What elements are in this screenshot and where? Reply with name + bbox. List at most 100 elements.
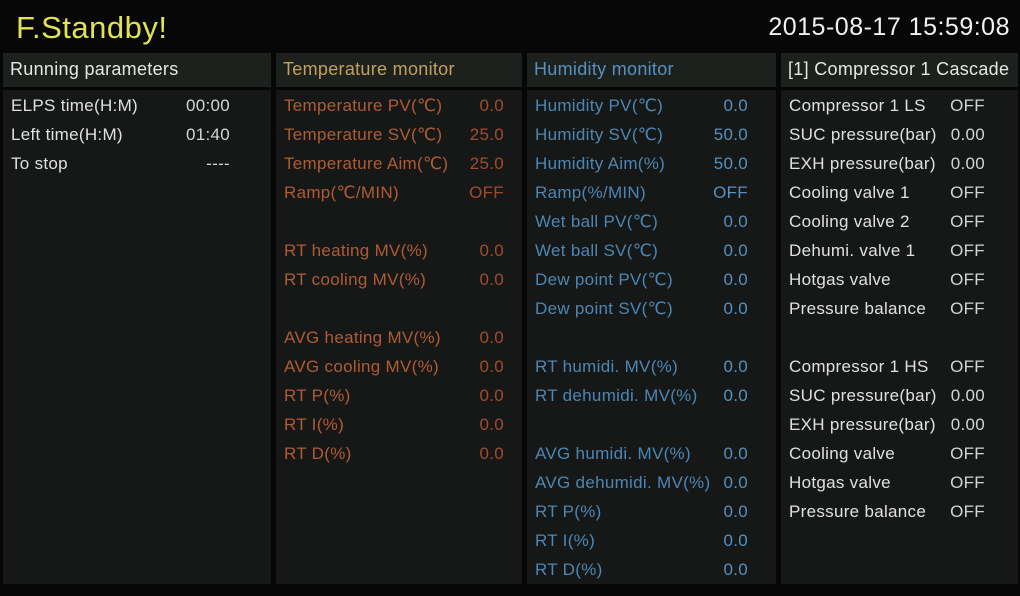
row-label: AVG cooling MV(%)	[284, 356, 439, 376]
monitor-row: Temperature SV(℃) 25.0	[276, 120, 522, 149]
row-value: OFF	[469, 182, 504, 202]
row-value: 0.0	[479, 327, 504, 347]
monitor-row: Ramp(℃/MIN) OFF	[276, 178, 522, 207]
row-label: Cooling valve 1	[789, 182, 910, 202]
row-value: 25.0	[469, 124, 504, 144]
monitor-row: Cooling valve 1 OFF	[781, 178, 1018, 207]
monitor-row: Compressor 1 LS OFF	[781, 91, 1018, 120]
monitor-row: To stop ----	[3, 149, 271, 178]
row-value: OFF	[950, 472, 985, 492]
row-label: Cooling valve 2	[789, 211, 910, 231]
row-value: 25.0	[469, 153, 504, 173]
row-value: ----	[206, 153, 230, 173]
panel-body: Temperature PV(℃) 0.0 Temperature SV(℃) …	[276, 90, 522, 584]
monitor-row: RT dehumidi. MV(%) 0.0	[527, 381, 776, 410]
row-value: 0.0	[723, 95, 748, 115]
row-label: Temperature SV(℃)	[284, 124, 443, 144]
row-label: EXH pressure(bar)	[789, 414, 936, 434]
row-label: Humidity SV(℃)	[535, 124, 664, 144]
monitor-row: Dew point SV(℃) 0.0	[527, 294, 776, 323]
monitor-row: RT cooling MV(%) 0.0	[276, 265, 522, 294]
row-value: OFF	[950, 501, 985, 521]
row-value: 0.0	[479, 240, 504, 260]
row-label: SUC pressure(bar)	[789, 385, 937, 405]
monitor-row: Dehumi. valve 1 OFF	[781, 236, 1018, 265]
row-label: Pressure balance	[789, 501, 927, 521]
monitor-row: Temperature PV(℃) 0.0	[276, 91, 522, 120]
monitor-row: Wet ball PV(℃) 0.0	[527, 207, 776, 236]
row-value: 0.0	[723, 356, 748, 376]
row-label: Left time(H:M)	[11, 124, 123, 144]
row-value: 0.0	[723, 269, 748, 289]
row-label: Dew point SV(℃)	[535, 298, 673, 318]
monitor-row: RT heating MV(%) 0.0	[276, 236, 522, 265]
row-label: Compressor 1 LS	[789, 95, 926, 115]
row-value: 0.0	[723, 211, 748, 231]
monitor-row: AVG dehumidi. MV(%) 0.0	[527, 468, 776, 497]
monitor-row: SUC pressure(bar) 0.00	[781, 120, 1018, 149]
row-label: ELPS time(H:M)	[11, 95, 138, 115]
row-label: Hotgas valve	[789, 269, 891, 289]
row-label: RT D(%)	[284, 443, 352, 463]
monitor-row: Hotgas valve OFF	[781, 265, 1018, 294]
row-value: 0.0	[479, 414, 504, 434]
row-value: OFF	[950, 240, 985, 260]
row-value: 0.0	[479, 269, 504, 289]
row-value: 0.0	[479, 385, 504, 405]
row-label: RT I(%)	[535, 530, 596, 550]
panel-title: Running parameters	[3, 53, 271, 87]
row-label: AVG heating MV(%)	[284, 327, 441, 347]
row-value: 0.0	[723, 443, 748, 463]
row-label: Cooling valve	[789, 443, 895, 463]
monitor-row: Pressure balance OFF	[781, 497, 1018, 526]
monitor-row: EXH pressure(bar) 0.00	[781, 410, 1018, 439]
monitor-row: AVG heating MV(%) 0.0	[276, 323, 522, 352]
row-label: Pressure balance	[789, 298, 927, 318]
row-value: OFF	[950, 443, 985, 463]
row-label: RT I(%)	[284, 414, 345, 434]
row-value: 0.0	[723, 385, 748, 405]
monitor-row: RT P(%) 0.0	[527, 497, 776, 526]
monitor-row: Pressure balance OFF	[781, 294, 1018, 323]
monitor-row: Humidity SV(℃) 50.0	[527, 120, 776, 149]
row-value: 0.0	[723, 501, 748, 521]
row-value: OFF	[950, 182, 985, 202]
monitor-row: Humidity PV(℃) 0.0	[527, 91, 776, 120]
row-label: RT heating MV(%)	[284, 240, 429, 260]
row-label: Compressor 1 HS	[789, 356, 929, 376]
row-value: OFF	[950, 211, 985, 231]
row-value: 01:40	[185, 124, 230, 144]
monitor-row: Cooling valve OFF	[781, 439, 1018, 468]
row-value: 50.0	[713, 124, 748, 144]
row-label: RT P(%)	[284, 385, 351, 405]
monitor-row: Compressor 1 HS OFF	[781, 352, 1018, 381]
row-label: Dew point PV(℃)	[535, 269, 673, 289]
row-value: 0.0	[723, 530, 748, 550]
monitor-row: EXH pressure(bar) 0.00	[781, 149, 1018, 178]
panel-humidity-monitor: Humidity monitor Humidity PV(℃) 0.0 Humi…	[527, 53, 776, 584]
monitor-row: Dew point PV(℃) 0.0	[527, 265, 776, 294]
row-value: 0.0	[723, 298, 748, 318]
panel-temperature-monitor: Temperature monitor Temperature PV(℃) 0.…	[276, 53, 522, 584]
monitor-row: RT D(%) 0.0	[276, 439, 522, 468]
row-value: 0.0	[723, 559, 748, 579]
monitor-row: Ramp(%/MIN) OFF	[527, 178, 776, 207]
row-value: 0.00	[950, 385, 985, 405]
row-label: AVG dehumidi. MV(%)	[535, 472, 711, 492]
row-value: 0.00	[950, 124, 985, 144]
row-label: RT cooling MV(%)	[284, 269, 427, 289]
row-value: 0.0	[479, 95, 504, 115]
panel-title: [1] Compressor 1 Cascade	[781, 53, 1018, 87]
monitor-row: AVG humidi. MV(%) 0.0	[527, 439, 776, 468]
panel-title: Temperature monitor	[276, 53, 522, 87]
row-value: 0.0	[723, 240, 748, 260]
row-label: Dehumi. valve 1	[789, 240, 916, 260]
panel-body: Humidity PV(℃) 0.0 Humidity SV(℃) 50.0 H…	[527, 90, 776, 584]
row-label: Humidity Aim(%)	[535, 153, 666, 173]
row-value: 0.0	[479, 443, 504, 463]
monitor-row: RT I(%) 0.0	[527, 526, 776, 555]
monitor-row: RT P(%) 0.0	[276, 381, 522, 410]
top-bar: F.Standby! 2015-08-17 15:59:08	[0, 0, 1020, 53]
row-value: 0.00	[950, 414, 985, 434]
panel-running-parameters: Running parameters ELPS time(H:M) 00:00 …	[3, 53, 271, 584]
